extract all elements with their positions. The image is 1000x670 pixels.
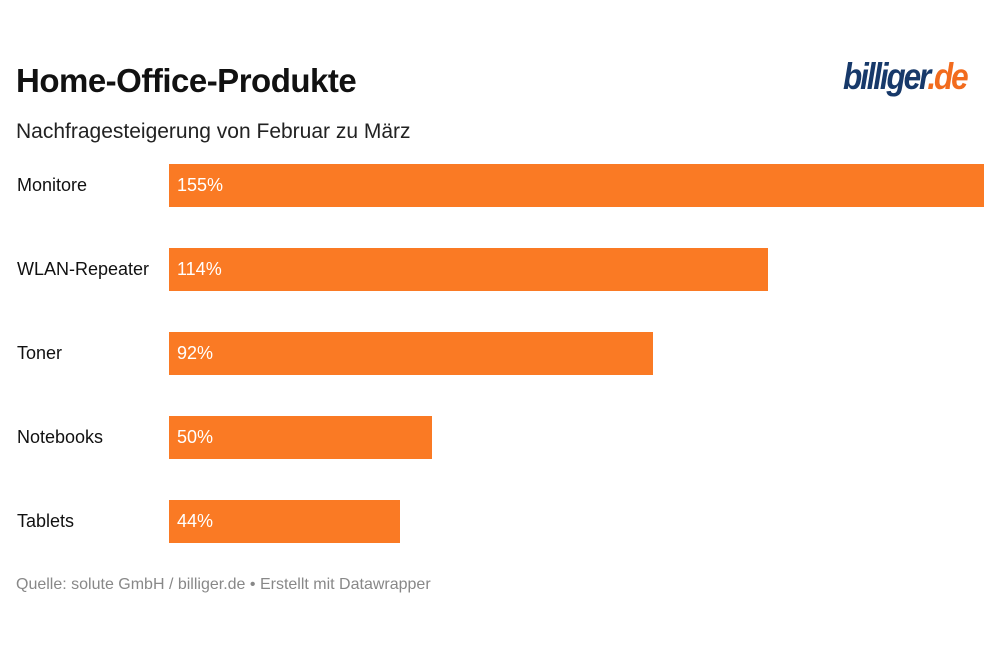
bar [169,332,653,375]
bar [169,248,769,291]
bar [169,500,401,543]
source-footer: Quelle: solute GmbH / billiger.de • Erst… [16,576,431,593]
chart-subtitle: Nachfragesteigerung von Februar zu März [16,120,411,143]
category-label: Monitore [17,175,88,195]
category-label: Tablets [17,511,75,531]
bar [169,164,984,207]
category-label: Notebooks [17,427,104,447]
bar [169,416,432,459]
category-label: WLAN-Repeater [17,259,150,279]
value-label: 155% [177,175,224,195]
value-label: 50% [177,427,214,447]
value-label: 114% [177,259,222,279]
logo-suffix: .de [927,56,968,97]
billiger-logo: billiger.de [843,56,969,98]
logo-main: billiger [843,56,930,97]
category-label: Toner [17,343,63,363]
value-label: 44% [177,511,214,531]
chart-title: Home-Office-Produkte [16,62,357,99]
value-label: 92% [177,343,214,363]
